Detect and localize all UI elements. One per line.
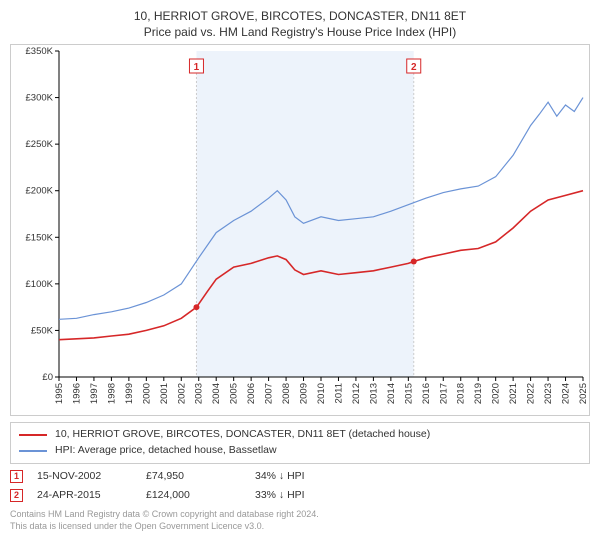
x-tick-label: 2018: [456, 383, 467, 404]
marker-id: 1: [194, 62, 200, 73]
price-chart: £0 £50K £100K £150K £200K £250K £300K £350K 1995…: [10, 44, 590, 416]
x-tick-label: 2002: [176, 383, 187, 404]
x-tick-label: 2009: [299, 383, 310, 404]
x-tick-label: 2010: [316, 383, 327, 404]
title: 10, HERRIOT GROVE, BIRCOTES, DONCASTER, …: [10, 8, 590, 24]
sale-marker: 1: [10, 470, 23, 483]
y-tick-label: £350K: [26, 46, 54, 57]
sale-row: 1 15-NOV-2002 £74,950 34% ↓ HPI: [10, 470, 590, 483]
x-tick-label: 2023: [543, 383, 554, 404]
legend-item: 10, HERRIOT GROVE, BIRCOTES, DONCASTER, …: [19, 427, 581, 443]
footnote-line-1: Contains HM Land Registry data © Crown c…: [10, 508, 590, 520]
x-tick-label: 2016: [421, 383, 432, 404]
footnote-line-2: This data is licensed under the Open Gov…: [10, 520, 590, 532]
x-tick-label: 2025: [578, 383, 589, 404]
x-tick-label: 2005: [229, 383, 240, 404]
x-tick-label: 2015: [403, 383, 414, 404]
x-tick-label: 2012: [351, 383, 362, 404]
x-tick-label: 2001: [159, 383, 170, 404]
x-tick-label: 2011: [333, 383, 344, 403]
y-tick-label: £150K: [26, 233, 54, 244]
sale-row: 2 24-APR-2015 £124,000 33% ↓ HPI: [10, 489, 590, 502]
sale-dot: [411, 259, 417, 265]
x-tick-label: 2008: [281, 383, 292, 404]
x-tick-label: 1995: [54, 383, 65, 404]
legend-swatch: [19, 450, 47, 452]
legend-item: HPI: Average price, detached house, Bass…: [19, 443, 581, 459]
sale-dot: [193, 305, 199, 311]
x-tick-label: 2021: [508, 383, 519, 404]
legend-label: HPI: Average price, detached house, Bass…: [55, 443, 277, 459]
x-tick-label: 2024: [561, 383, 572, 404]
x-tick-label: 2003: [194, 383, 205, 404]
x-tick-label: 2020: [491, 383, 502, 404]
y-tick-label: £250K: [26, 140, 54, 151]
y-tick-label: £300K: [26, 93, 54, 104]
sale-date: 15-NOV-2002: [37, 470, 132, 482]
marker-id: 2: [411, 62, 417, 73]
sale-marker: 2: [10, 489, 23, 502]
x-tick-label: 2019: [473, 383, 484, 404]
sale-delta: 33% ↓ HPI: [255, 489, 350, 501]
x-tick-label: 2000: [141, 383, 152, 404]
x-tick-label: 2022: [526, 383, 537, 404]
x-tick-label: 2017: [438, 383, 449, 404]
legend: 10, HERRIOT GROVE, BIRCOTES, DONCASTER, …: [10, 422, 590, 464]
x-tick-label: 2013: [368, 383, 379, 404]
x-tick-label: 1998: [106, 383, 117, 404]
sale-delta: 34% ↓ HPI: [255, 470, 350, 482]
subtitle: Price paid vs. HM Land Registry's House …: [10, 24, 590, 40]
sale-price: £74,950: [146, 470, 241, 482]
x-tick-label: 1997: [89, 383, 100, 404]
sale-date: 24-APR-2015: [37, 489, 132, 501]
sales-list: 1 15-NOV-2002 £74,950 34% ↓ HPI 2 24-APR-2015…: [10, 470, 590, 502]
x-tick-label: 1999: [124, 383, 135, 404]
footnote: Contains HM Land Registry data © Crown c…: [10, 508, 590, 532]
y-tick-label: £100K: [26, 279, 54, 290]
x-tick-label: 2014: [386, 383, 397, 404]
x-tick-label: 2007: [264, 383, 275, 404]
y-tick-label: £50K: [31, 326, 54, 337]
x-tick-label: 2006: [246, 383, 257, 404]
legend-swatch: [19, 434, 47, 436]
y-tick-label: £0: [42, 372, 53, 383]
y-tick-label: £200K: [26, 186, 54, 197]
chart-svg: £0 £50K £100K £150K £200K £250K £300K £350K 1995…: [11, 45, 589, 415]
legend-label: 10, HERRIOT GROVE, BIRCOTES, DONCASTER, …: [55, 427, 430, 443]
x-tick-label: 1996: [71, 383, 82, 404]
sale-price: £124,000: [146, 489, 241, 501]
x-tick-label: 2004: [211, 383, 222, 404]
